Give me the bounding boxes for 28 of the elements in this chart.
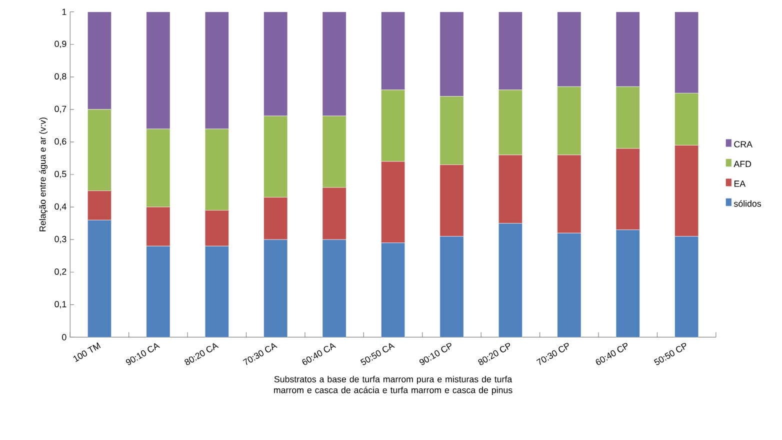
- x-tick-label: 100 TM: [73, 342, 101, 362]
- x-tick-label: 60:40 CA: [302, 343, 336, 366]
- x-tick-label: 90:10 CP: [419, 343, 452, 366]
- legend-label: AFD: [734, 161, 752, 168]
- y-tick-label: 0,6: [54, 138, 66, 146]
- y-tick-label: 0,5: [54, 170, 66, 178]
- y-tick-label: 0,4: [54, 204, 66, 211]
- y-tick-label: 0,2: [54, 268, 66, 276]
- y-tick-label: 0,9: [54, 40, 66, 48]
- legend-label: CRA: [734, 141, 752, 148]
- y-tick-label: 0,3: [54, 236, 66, 244]
- y-tick-label: 0,8: [54, 73, 66, 81]
- y-tick-label: 1: [62, 8, 66, 16]
- x-tick-label: 50:50 CP: [654, 343, 686, 366]
- x-tick-label: 50:50 CA: [360, 343, 395, 366]
- legend-label: EA: [734, 180, 746, 187]
- x-tick-label: 70:30 CP: [536, 343, 569, 366]
- x-tick-label: 80:20 CP: [478, 343, 510, 366]
- y-axis-title: Relação entre água e ar (v:v): [39, 118, 48, 232]
- x-tick-label: 60:40 CP: [596, 343, 628, 366]
- x-tick-label: 90:10 CA: [126, 343, 160, 366]
- x-axis-title: Substratos a base de turfa marrom pura e misturas de turfa marrom e casca de acácia e turfa marrom e casca de pinus: [274, 376, 512, 396]
- legend-label: sólidos: [734, 200, 762, 207]
- x-tick-label: 80:20 CA: [184, 343, 219, 366]
- x-tick-label: 70:30 CA: [242, 343, 278, 366]
- y-tick-label: 0,1: [54, 301, 66, 308]
- y-tick-label: 0,7: [54, 106, 66, 114]
- y-tick-label: 0: [62, 334, 66, 340]
